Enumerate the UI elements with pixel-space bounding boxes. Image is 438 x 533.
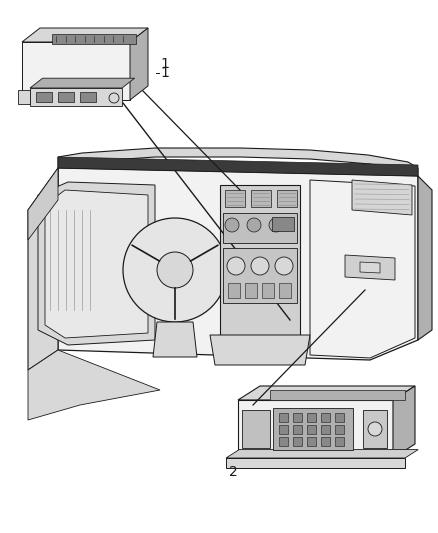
Polygon shape bbox=[238, 386, 415, 400]
Polygon shape bbox=[242, 410, 270, 448]
Polygon shape bbox=[225, 190, 245, 207]
Polygon shape bbox=[345, 255, 395, 280]
Polygon shape bbox=[58, 148, 418, 176]
Circle shape bbox=[225, 218, 239, 232]
Polygon shape bbox=[223, 213, 297, 243]
Polygon shape bbox=[262, 283, 274, 298]
Polygon shape bbox=[28, 168, 58, 370]
Polygon shape bbox=[18, 90, 30, 104]
Polygon shape bbox=[293, 413, 302, 422]
Text: 1: 1 bbox=[160, 66, 169, 80]
Polygon shape bbox=[270, 390, 405, 400]
Polygon shape bbox=[223, 248, 297, 303]
Polygon shape bbox=[307, 413, 316, 422]
Polygon shape bbox=[352, 180, 412, 215]
Polygon shape bbox=[238, 400, 393, 458]
Polygon shape bbox=[226, 458, 405, 468]
Polygon shape bbox=[153, 322, 197, 357]
Polygon shape bbox=[226, 450, 418, 458]
Polygon shape bbox=[335, 413, 344, 422]
Polygon shape bbox=[307, 425, 316, 434]
Polygon shape bbox=[279, 283, 291, 298]
Polygon shape bbox=[321, 413, 330, 422]
Circle shape bbox=[275, 257, 293, 275]
Circle shape bbox=[123, 218, 227, 322]
Polygon shape bbox=[251, 190, 271, 207]
Polygon shape bbox=[277, 190, 297, 207]
Polygon shape bbox=[279, 437, 288, 446]
Polygon shape bbox=[58, 157, 418, 176]
Polygon shape bbox=[293, 437, 302, 446]
Polygon shape bbox=[52, 34, 136, 44]
Circle shape bbox=[247, 218, 261, 232]
Polygon shape bbox=[321, 425, 330, 434]
Polygon shape bbox=[293, 425, 302, 434]
Polygon shape bbox=[28, 350, 160, 420]
Polygon shape bbox=[335, 437, 344, 446]
Polygon shape bbox=[418, 176, 432, 340]
Polygon shape bbox=[273, 408, 353, 450]
Polygon shape bbox=[220, 185, 300, 335]
Text: 1: 1 bbox=[160, 57, 169, 71]
Circle shape bbox=[251, 257, 269, 275]
Polygon shape bbox=[360, 262, 380, 273]
Polygon shape bbox=[130, 28, 148, 100]
Circle shape bbox=[269, 218, 283, 232]
Polygon shape bbox=[30, 88, 122, 106]
Circle shape bbox=[157, 252, 193, 288]
Polygon shape bbox=[36, 92, 52, 102]
Polygon shape bbox=[321, 437, 330, 446]
Polygon shape bbox=[393, 386, 415, 458]
Polygon shape bbox=[307, 437, 316, 446]
Polygon shape bbox=[310, 180, 415, 358]
Polygon shape bbox=[279, 413, 288, 422]
Polygon shape bbox=[279, 425, 288, 434]
Polygon shape bbox=[58, 168, 418, 360]
Polygon shape bbox=[335, 425, 344, 434]
Polygon shape bbox=[38, 182, 155, 345]
Polygon shape bbox=[228, 283, 240, 298]
Polygon shape bbox=[28, 168, 58, 240]
Polygon shape bbox=[30, 78, 134, 88]
Polygon shape bbox=[363, 410, 387, 448]
Polygon shape bbox=[58, 92, 74, 102]
Polygon shape bbox=[272, 217, 294, 231]
Polygon shape bbox=[22, 42, 130, 100]
Polygon shape bbox=[45, 190, 148, 338]
Circle shape bbox=[368, 422, 382, 436]
Polygon shape bbox=[210, 335, 310, 365]
Polygon shape bbox=[80, 92, 96, 102]
Circle shape bbox=[227, 257, 245, 275]
Circle shape bbox=[109, 93, 119, 103]
Polygon shape bbox=[22, 28, 148, 42]
Text: 2: 2 bbox=[229, 465, 237, 479]
Polygon shape bbox=[245, 283, 257, 298]
